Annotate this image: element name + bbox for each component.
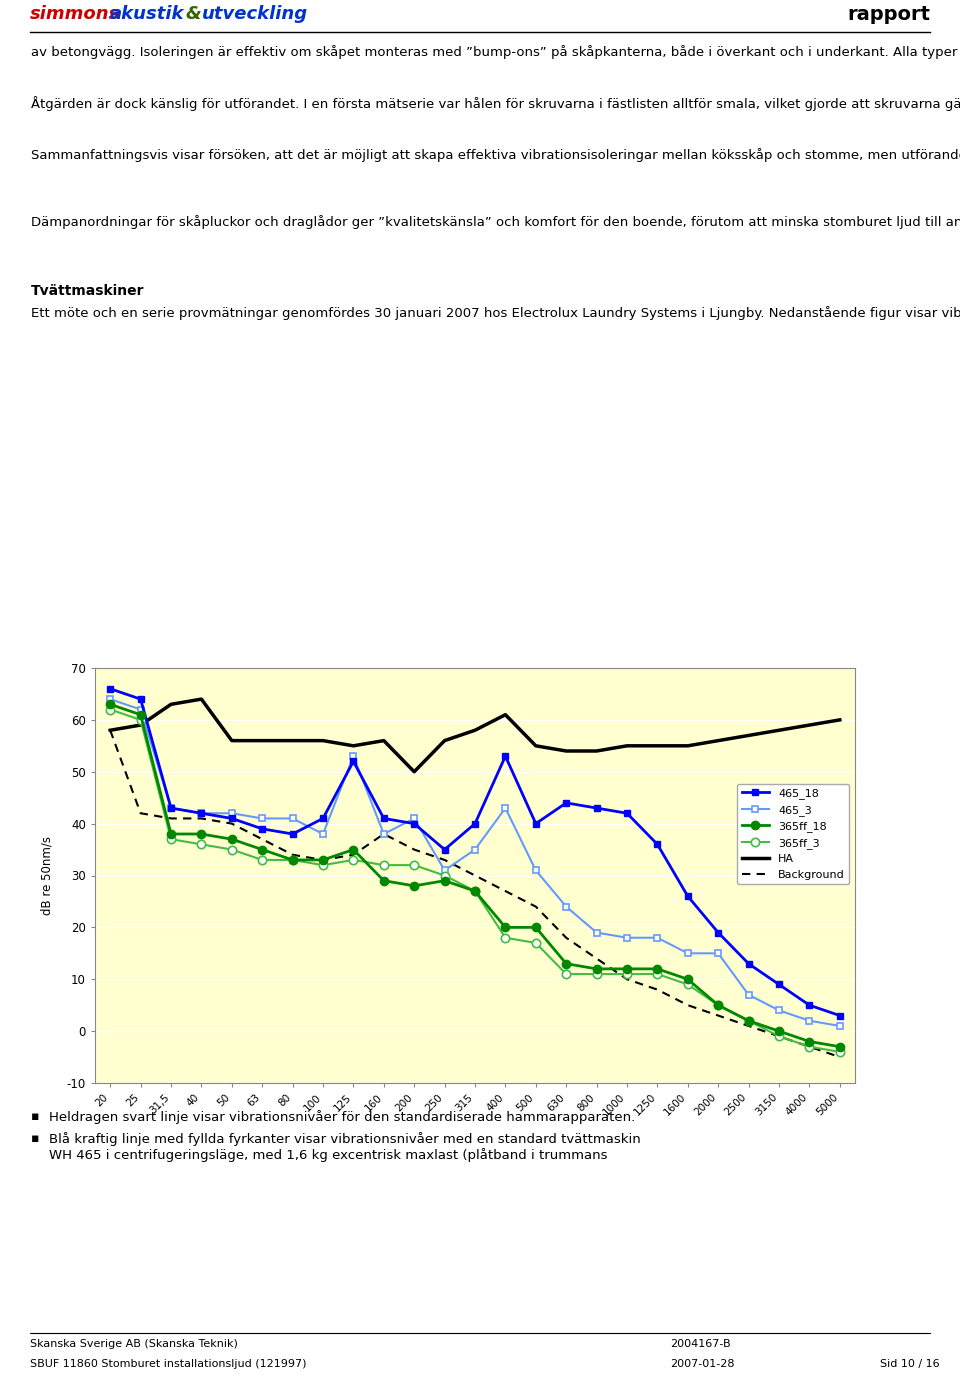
Text: Sammanfattningsvis visar försöken, att det är möjligt att skapa effektiva vibrat: Sammanfattningsvis visar försöken, att d… xyxy=(31,148,960,161)
Text: rapport: rapport xyxy=(847,4,930,23)
Legend: 465_18, 465_3, 365ff_18, 365ff_3, HA, Background: 465_18, 465_3, 365ff_18, 365ff_3, HA, Ba… xyxy=(737,784,850,885)
Text: akustik: akustik xyxy=(110,6,184,23)
Text: 2004167-B: 2004167-B xyxy=(670,1339,731,1350)
Text: Heldragen svart linje visar vibrationsnivåer för den standardiserade hammarappar: Heldragen svart linje visar vibrationsni… xyxy=(49,1110,635,1123)
Text: simmons: simmons xyxy=(30,6,120,23)
Text: Dämpanordningar för skåpluckor och draglådor ger ”kvalitetskänsla” och komfort f: Dämpanordningar för skåpluckor och dragl… xyxy=(31,214,960,229)
Text: Ett möte och en serie provmätningar genomfördes 30 januari 2007 hos Electrolux L: Ett möte och en serie provmätningar geno… xyxy=(31,306,960,320)
Text: WH 465 i centrifugeringsläge, med 1,6 kg excentrisk maxlast (plåtband i trummans: WH 465 i centrifugeringsläge, med 1,6 kg… xyxy=(49,1148,607,1162)
Y-axis label: dB re 50nm/s: dB re 50nm/s xyxy=(40,836,53,915)
Text: ▪: ▪ xyxy=(31,1110,39,1123)
Text: Tvättmaskiner: Tvättmaskiner xyxy=(31,284,144,298)
Text: Sid 10 / 16: Sid 10 / 16 xyxy=(880,1359,940,1369)
Text: &: & xyxy=(185,6,201,23)
Text: ▪: ▪ xyxy=(31,1132,39,1145)
Text: Åtgärden är dock känslig för utförandet. I en första mätserie var hålen för skru: Åtgärden är dock känslig för utförandet.… xyxy=(31,97,960,112)
Text: SBUF 11860 Stomburet installationsljud (121997): SBUF 11860 Stomburet installationsljud (… xyxy=(30,1359,306,1369)
Text: Skanska Sverige AB (Skanska Teknik): Skanska Sverige AB (Skanska Teknik) xyxy=(30,1339,238,1350)
Text: av betongvägg. Isoleringen är effektiv om skåpet monteras med ”bump-ons” på skåp: av betongvägg. Isoleringen är effektiv o… xyxy=(31,46,960,59)
Text: Blå kraftig linje med fyllda fyrkanter visar vibrationsnivåer med en standard tv: Blå kraftig linje med fyllda fyrkanter v… xyxy=(49,1132,640,1145)
Text: utveckling: utveckling xyxy=(202,6,308,23)
Text: 2007-01-28: 2007-01-28 xyxy=(670,1359,734,1369)
